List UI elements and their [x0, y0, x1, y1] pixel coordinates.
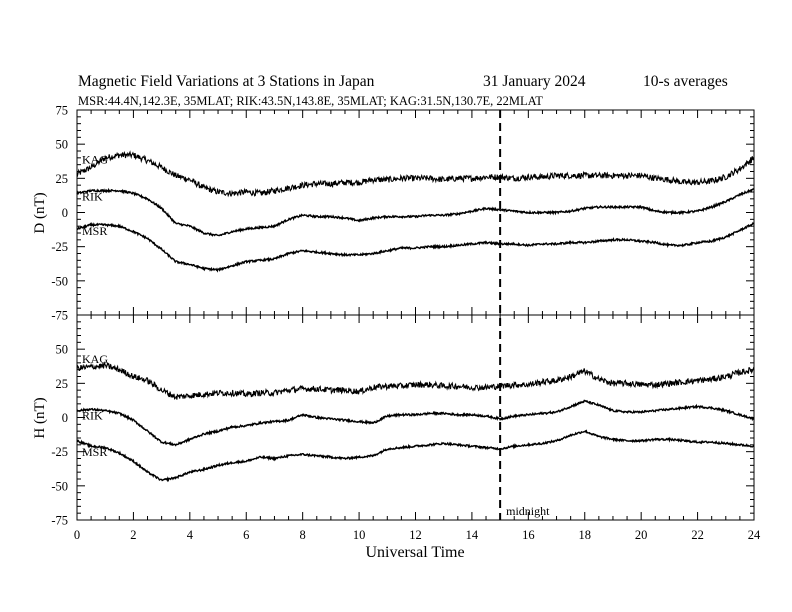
panel-h-ylabel: H (nT) [32, 397, 48, 438]
y-tick-label: 50 [56, 343, 69, 357]
series-label-kag: KAG [82, 352, 108, 366]
panel-d: 75 50 25 0 -25 -50 -75 KAG RIK MSR D (nT) [32, 104, 755, 323]
series-label-msr: MSR [82, 445, 107, 459]
x-tick-label: 16 [522, 528, 535, 542]
x-tick-label: 14 [466, 528, 479, 542]
x-tick-label: 12 [409, 528, 422, 542]
station-info: MSR:44.4N,142.3E, 35MLAT; RIK:43.5N,143.… [78, 94, 543, 108]
series-label-kag: KAG [82, 152, 108, 166]
x-tick-label: 10 [353, 528, 366, 542]
x-tick-label: 24 [748, 528, 761, 542]
x-tick-label: 4 [187, 528, 194, 542]
y-tick-label: -25 [51, 445, 68, 459]
y-tick-label: 25 [56, 172, 69, 186]
title-text: Magnetic Field Variations at 3 Stations … [78, 73, 375, 90]
panel-d-labels: KAG RIK MSR [82, 152, 108, 237]
x-tick-label: 22 [691, 528, 704, 542]
series-label-rik: RIK [82, 408, 103, 422]
x-axis: 0 2 4 6 8 10 12 14 16 18 20 22 24 [74, 110, 761, 542]
y-tick-label: -25 [51, 240, 68, 254]
y-tick-label: 75 [56, 104, 69, 118]
y-tick-label: -75 [51, 514, 68, 528]
x-tick-label: 6 [243, 528, 249, 542]
y-tick-label: -75 [51, 309, 68, 323]
x-tick-label: 0 [74, 528, 80, 542]
x-tick-label: 20 [635, 528, 648, 542]
y-tick-label: -50 [51, 479, 68, 493]
series-line-msr [76, 221, 755, 273]
y-tick-label: -50 [51, 274, 68, 288]
series-line-rik [76, 399, 755, 447]
x-tick-label: 8 [300, 528, 306, 542]
title-date: 31 January 2024 [483, 73, 586, 90]
series-label-rik: RIK [82, 190, 103, 204]
x-axis-label: Universal Time [365, 544, 464, 561]
y-tick-label: 0 [62, 411, 68, 425]
series-line-kag [76, 361, 755, 401]
midnight-label: midnight [506, 504, 550, 518]
panel-d-ylabel: D (nT) [32, 192, 48, 233]
chart-title: Magnetic Field Variations at 3 Stations … [78, 73, 758, 91]
panel-d-frame [76, 109, 755, 316]
x-tick-label: 18 [579, 528, 592, 542]
panel-d-series [76, 150, 755, 273]
panel-h-frame [76, 314, 755, 521]
panel-d-yticks: 75 50 25 0 -25 -50 -75 [51, 104, 754, 323]
panel-h-yticks: 50 25 0 -25 -50 -75 [51, 314, 754, 528]
series-line-msr [76, 429, 755, 483]
panel-h: 50 25 0 -25 -50 -75 KAG RIK MSR H (nT) [32, 314, 755, 528]
y-tick-label: 25 [56, 377, 69, 391]
series-line-rik [76, 187, 755, 237]
y-tick-label: 50 [56, 138, 69, 152]
x-tick-label: 2 [130, 528, 136, 542]
title-averaging: 10-s averages [643, 73, 728, 90]
series-label-msr: MSR [82, 224, 107, 238]
panel-h-series [76, 361, 755, 483]
panel-h-labels: KAG RIK MSR [82, 352, 108, 459]
y-tick-label: 0 [62, 206, 68, 220]
series-line-kag [76, 150, 755, 198]
